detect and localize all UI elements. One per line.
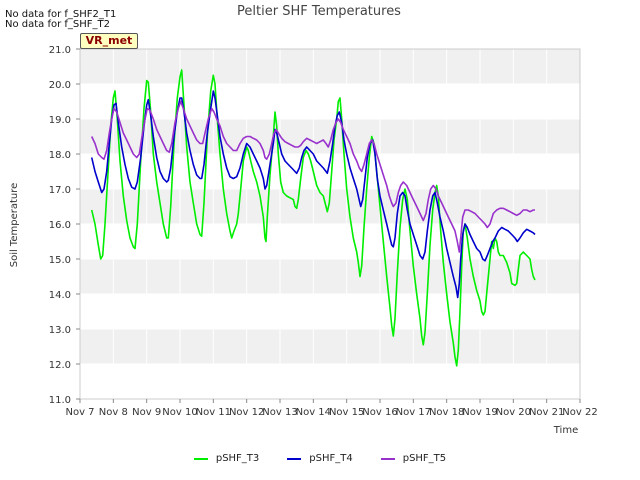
vr-met-badge: VR_met xyxy=(80,33,138,49)
plot-band xyxy=(80,49,580,84)
x-tick-label: Nov 22 xyxy=(562,407,597,418)
legend-item-t4: pSHF_T4 xyxy=(287,453,353,464)
y-tick-label: 15.0 xyxy=(49,255,71,266)
x-tick-label: Nov 9 xyxy=(132,407,161,418)
y-tick-label: 19.0 xyxy=(49,115,71,126)
plot-band xyxy=(80,119,580,154)
y-tick-label: 20.0 xyxy=(49,80,71,91)
legend-label-t5: pSHF_T5 xyxy=(402,453,447,464)
y-tick-label: 17.0 xyxy=(49,185,71,196)
plot-band xyxy=(80,329,580,364)
legend-label-t3: pSHF_T3 xyxy=(215,453,260,464)
legend-swatch-t3 xyxy=(193,457,208,460)
x-tick-label: Nov 16 xyxy=(362,407,397,418)
y-tick-label: 12.0 xyxy=(49,360,71,371)
legend-swatch-t5 xyxy=(380,457,395,460)
legend-swatch-t4 xyxy=(287,457,302,460)
x-tick-label: Nov 10 xyxy=(162,407,197,418)
y-tick-label: 11.0 xyxy=(49,395,71,406)
y-axis-label: Soil Temperature xyxy=(9,183,20,268)
x-tick-label: Nov 15 xyxy=(329,407,364,418)
plot-bands xyxy=(80,49,580,364)
series-line-3 xyxy=(90,100,535,253)
y-axis-ticks: 11.0 12.0 13.0 14.0 15.0 16.0 17.0 18.0 19.0 20.0… xyxy=(49,45,80,406)
legend: pSHF_T3 pSHF_T4 pSHF_T5 xyxy=(0,453,640,464)
series-line-1 xyxy=(90,69,536,367)
x-tick-label: Nov 21 xyxy=(529,407,564,418)
no-data-note-1: No data for f_SHF2_T1 xyxy=(5,9,117,20)
x-tick-label: Nov 19 xyxy=(462,407,497,418)
legend-item-t3: pSHF_T3 xyxy=(193,453,260,464)
x-tick-label: Nov 17 xyxy=(396,407,431,418)
x-tick-label: Nov 14 xyxy=(296,407,331,418)
x-tick-label: Nov 18 xyxy=(429,407,464,418)
x-tick-label: Nov 7 xyxy=(65,407,94,418)
x-tick-label: Nov 11 xyxy=(196,407,231,418)
y-tick-label: 18.0 xyxy=(49,150,71,161)
legend-label-t4: pSHF_T4 xyxy=(309,453,353,464)
x-tick-label: Nov 13 xyxy=(262,407,297,418)
x-tick-label: Nov 12 xyxy=(229,407,264,418)
series-layer xyxy=(90,69,536,367)
x-tick-label: Nov 8 xyxy=(99,407,128,418)
chart-title: Peltier SHF Temperatures xyxy=(237,4,401,19)
y-tick-label: 21.0 xyxy=(49,45,71,56)
plot-band xyxy=(80,259,580,294)
y-tick-label: 13.0 xyxy=(49,325,71,336)
series-line-2 xyxy=(90,90,536,299)
x-tick-label: Nov 20 xyxy=(496,407,531,418)
y-tick-label: 14.0 xyxy=(49,290,71,301)
x-axis-label: Time xyxy=(553,425,578,436)
legend-item-t5: pSHF_T5 xyxy=(380,453,447,464)
no-data-note-2: No data for f_SHF_T2 xyxy=(5,19,111,30)
y-tick-label: 16.0 xyxy=(49,220,71,231)
